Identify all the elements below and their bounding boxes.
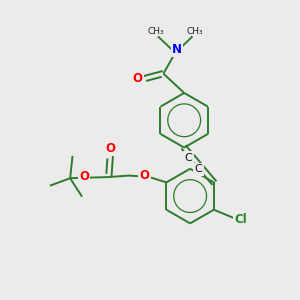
Text: O: O: [79, 170, 89, 183]
Text: CH₃: CH₃: [187, 27, 203, 36]
Text: O: O: [106, 142, 116, 155]
Text: Cl: Cl: [234, 213, 247, 226]
Text: CH₃: CH₃: [147, 27, 164, 36]
Text: C: C: [185, 153, 193, 163]
Text: C: C: [195, 164, 203, 174]
Text: O: O: [140, 169, 149, 182]
Text: N: N: [172, 43, 182, 56]
Text: O: O: [133, 72, 143, 85]
